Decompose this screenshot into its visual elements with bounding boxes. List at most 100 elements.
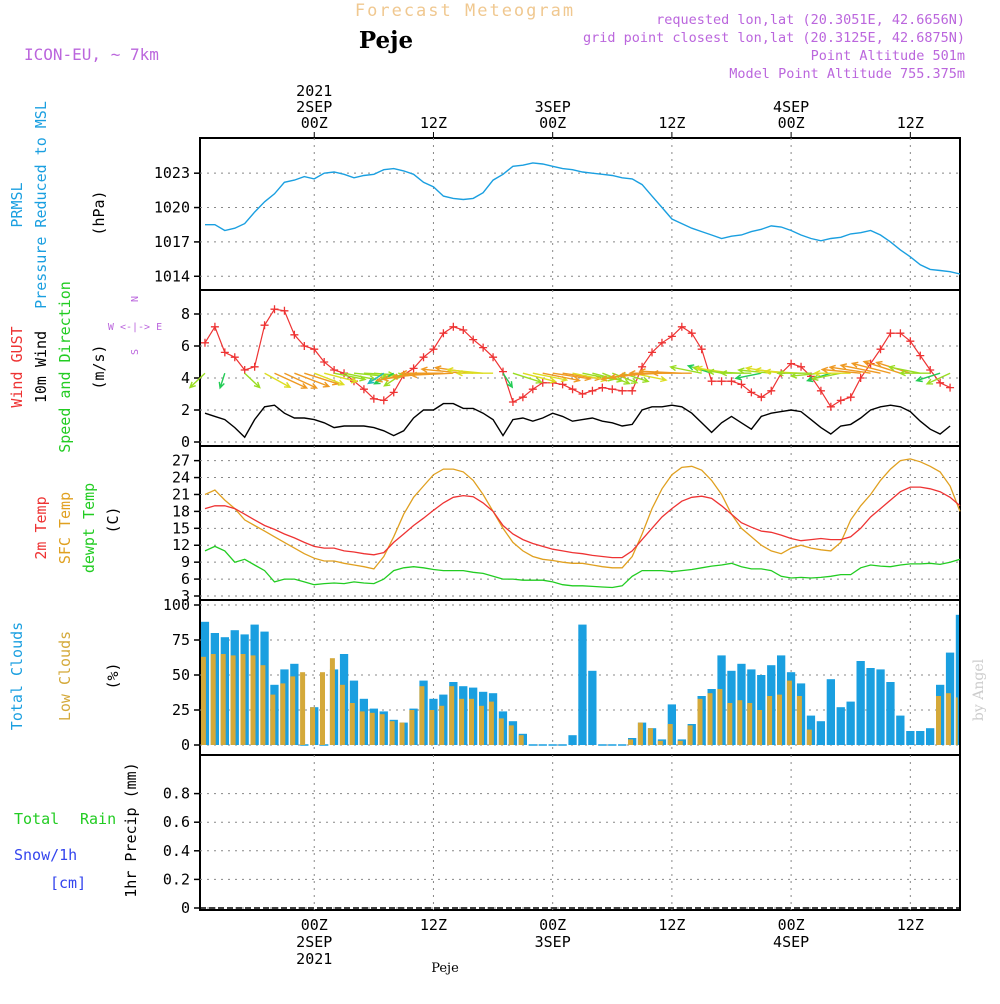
wind-gust-marker [747,388,756,397]
wind-direction-arrow [284,372,319,389]
y-tick-label: 2 [181,401,190,419]
wind-gust-marker [707,377,716,386]
total-cloud-bar [856,661,865,745]
total-cloud-bar [876,669,885,745]
total-cloud-bar [916,731,925,745]
wind-gust-marker [648,348,657,357]
prmsl-unit: (hPa) [90,190,108,235]
wind-direction-arrow [542,372,581,383]
low-cloud-bar [697,698,703,745]
wind-gust-marker [508,398,517,406]
prmsl-sublabel: Pressure Reduced to MSL [32,101,50,309]
wind-direction-arrow [294,372,331,388]
wind-gust-marker [618,386,627,395]
low-cloud-bar [796,696,802,745]
wind-direction-arrow [813,369,851,377]
top-time-label: 12Z [420,114,447,132]
wind-gust-marker [280,306,289,315]
compass-we: W <-|-> E [108,322,162,333]
low-cloud-bar [777,694,782,745]
wind-gust-marker [459,326,468,334]
y-tick-label: 3 [181,587,190,605]
y-tick-label: 1023 [154,164,190,182]
wind-gust-marker [260,321,269,330]
wind-gust-marker [369,394,378,403]
low-cloud-bar [240,654,246,745]
location-title: Peje [359,27,413,54]
total-cloud-bar [836,707,845,745]
low-cloud-bar [429,710,435,745]
dewpoint-line [204,545,961,589]
wind-gust-marker [876,345,885,354]
wind-gust-marker [230,353,239,362]
wind-direction-arrow [915,372,941,383]
low-cloud-bar [955,697,958,745]
wind-gust-marker [906,337,915,346]
y-tick-label: 0.4 [163,842,190,860]
wind-direction-arrow [399,369,444,377]
low-cloud-bar [339,684,345,745]
compass-s: S [130,349,141,355]
low-cloud-bar [628,739,633,745]
wind-direction-arrow [188,372,206,389]
total-cloud-bar [568,735,577,745]
low-cloud-bar [767,696,773,745]
top-time-label: 2021 [296,82,332,100]
wind-gust-marker [479,343,488,352]
low-cloud-bar [945,693,951,745]
low-cloud-bar [270,694,276,745]
wind-direction-arrow [828,364,871,374]
low-cloud-bar [687,725,693,745]
top-time-label: 00Z [778,114,805,132]
wind-gust-marker [409,364,418,373]
wind-direction-arrow [409,371,454,379]
wind-unit: (m/s) [90,344,108,389]
top-time-label: 00Z [539,114,566,132]
bottom-time-label: 12Z [897,916,924,934]
wind-gust-marker [250,362,259,371]
low-cloud-bar [389,721,395,745]
low-cloud-bar [498,718,504,745]
wind-direction-arrow [737,367,772,374]
low-cloud-bar [349,703,355,745]
wind-gust-marker [936,378,945,387]
wind-gust-marker [787,359,796,368]
wind-direction-arrow [313,372,346,386]
y-tick-label: 25 [172,701,190,719]
wind-gust-marker [886,329,895,338]
wind-direction-arrow [218,372,226,390]
low-cloud-bar [260,665,266,745]
wind-gust-marker [220,348,229,357]
wind-gust-marker [816,386,825,395]
y-tick-label: 6 [181,337,190,355]
top-time-label: 00Z [301,114,328,132]
wind-gust-marker [657,338,666,347]
model-altitude: Model Point Altitude 755.375m [729,66,965,82]
wind-direction-arrow [420,366,464,374]
low-cloud-bar [737,700,743,745]
total-cloud-bar [816,721,825,745]
wind-direction-arrow [734,372,762,381]
wind-gust-marker [528,385,537,394]
low-cloud-bar [667,724,673,745]
wind-direction-arrow [925,372,951,385]
rain-label-rain: Rain [80,810,116,828]
y-tick-label: 50 [172,666,190,684]
total-cloud-bar [588,670,597,745]
y-tick-label: 1014 [154,267,190,285]
bottom-time-label: 2021 [296,950,332,968]
low-cloud-bar [757,710,763,745]
panel-frame [199,754,961,911]
wind-gust-marker [727,377,736,386]
wind-gust-marker [489,353,498,362]
wind-direction-arrow [455,369,494,377]
low-cloud-bar [786,680,792,745]
low-cloud-bar [329,658,335,745]
low-cloud-bar [508,725,514,745]
total-cloud-bar [926,728,935,745]
low-cloud-bar [369,712,375,745]
low-cloud-bar [409,710,415,745]
low-cloud-bar [320,672,325,745]
footer-location: Peje [431,961,459,976]
